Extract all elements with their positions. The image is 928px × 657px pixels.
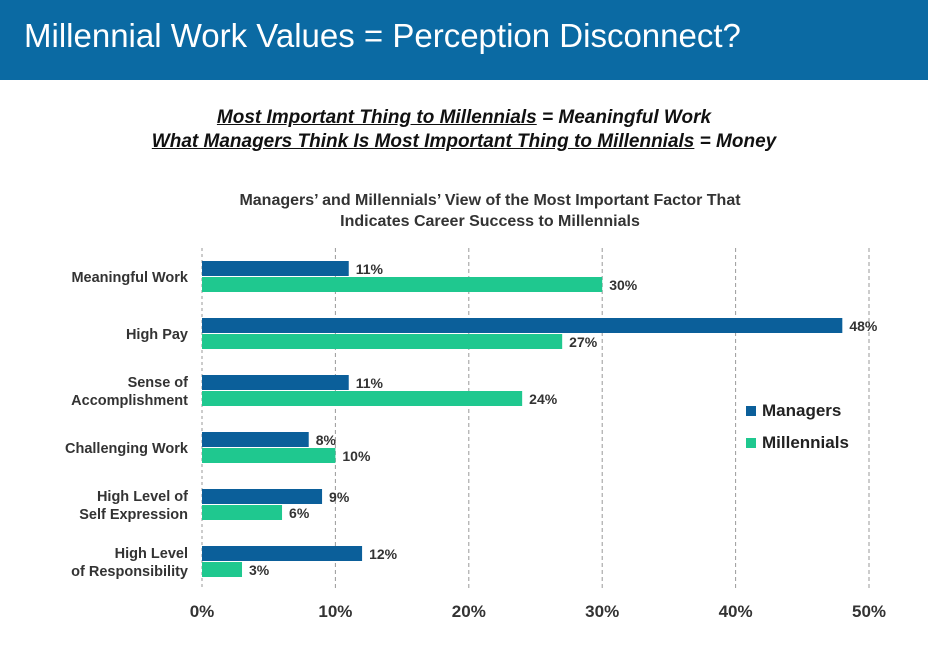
bar-managers-5 (202, 546, 363, 561)
chart-legend: Managers Millennials (746, 395, 849, 459)
bar-millennials-2 (202, 391, 523, 406)
category-label-5-line-0: High Level (115, 546, 188, 562)
value-label-millennials-1: 27% (569, 334, 598, 350)
page-title: Millennial Work Values = Perception Disc… (24, 17, 741, 54)
value-label-millennials-0: 30% (609, 277, 638, 293)
bar-managers-4 (202, 489, 323, 504)
x-tick-label-30: 30% (585, 602, 619, 621)
category-label-4-line-0: High Level of (97, 489, 188, 505)
value-label-millennials-5: 3% (249, 562, 270, 578)
legend-label-millennials: Millennials (762, 433, 849, 452)
category-label-1: High Pay (126, 327, 188, 343)
category-label-1-line-0: High Pay (126, 327, 188, 343)
value-label-millennials-2: 24% (529, 391, 558, 407)
x-tick-label-20: 20% (452, 602, 486, 621)
headline-meaningful-work: Most Important Thing to Millennials = Me… (0, 106, 928, 130)
category-label-5: High Level of Responsibility (71, 546, 188, 580)
bar-millennials-3 (202, 448, 336, 463)
category-label-0: Meaningful Work (71, 270, 188, 286)
legend-item-millennials: Millennials (746, 427, 849, 459)
bar-millennials-5 (202, 562, 243, 577)
legend-item-managers: Managers (746, 395, 849, 427)
value-label-managers-3: 8% (316, 432, 337, 448)
category-label-0-line-0: Meaningful Work (71, 270, 188, 286)
x-tick-label-50: 50% (852, 602, 886, 621)
bar-managers-1 (202, 318, 843, 333)
headline-2-rest: = Money (694, 131, 777, 152)
category-label-3: Challenging Work (65, 441, 189, 457)
category-label-4: High Level of Self Expression (79, 489, 188, 523)
bar-millennials-4 (202, 505, 283, 520)
bar-millennials-1 (202, 334, 563, 349)
x-tick-label-40: 40% (719, 602, 753, 621)
value-label-managers-0: 11% (356, 261, 384, 277)
bar-managers-2 (202, 375, 349, 390)
bar-managers-3 (202, 432, 309, 447)
x-tick-label-10: 10% (318, 602, 352, 621)
headline-money: What Managers Think Is Most Important Th… (0, 130, 928, 154)
value-label-millennials-3: 10% (342, 448, 371, 464)
bar-managers-0 (202, 261, 349, 276)
headline-1-underlined: Most Important Thing to Millennials (216, 107, 537, 128)
chart-title-line-1: Managers’ and Millennials’ View of the M… (239, 192, 741, 209)
legend-swatch-millennials (746, 438, 756, 448)
bar-millennials-0 (202, 277, 603, 292)
category-label-3-line-0: Challenging Work (65, 441, 189, 457)
value-label-managers-1: 48% (849, 318, 878, 334)
value-label-managers-5: 12% (369, 546, 398, 562)
chart-title: Managers’ and Millennials’ View of the M… (140, 190, 840, 232)
category-label-2-line-0: Sense of (128, 375, 189, 391)
category-label-5-line-1: of Responsibility (71, 564, 188, 580)
value-label-managers-2: 11% (356, 375, 384, 391)
title-banner: Millennial Work Values = Perception Disc… (0, 0, 928, 80)
category-label-2-line-1: Accomplishment (71, 393, 188, 409)
legend-swatch-managers (746, 406, 756, 416)
category-label-2: Sense of Accomplishment (71, 375, 188, 409)
x-tick-label-0: 0% (190, 602, 215, 621)
value-label-managers-4: 9% (329, 489, 350, 505)
category-label-4-line-1: Self Expression (79, 507, 188, 523)
chart-title-line-2: Indicates Career Success to Millennials (340, 213, 640, 230)
value-label-millennials-4: 6% (289, 505, 310, 521)
legend-label-managers: Managers (762, 401, 842, 420)
headline-1-rest: = Meaningful Work (536, 107, 712, 128)
headline-2-underlined: What Managers Think Is Most Important Th… (151, 131, 695, 152)
